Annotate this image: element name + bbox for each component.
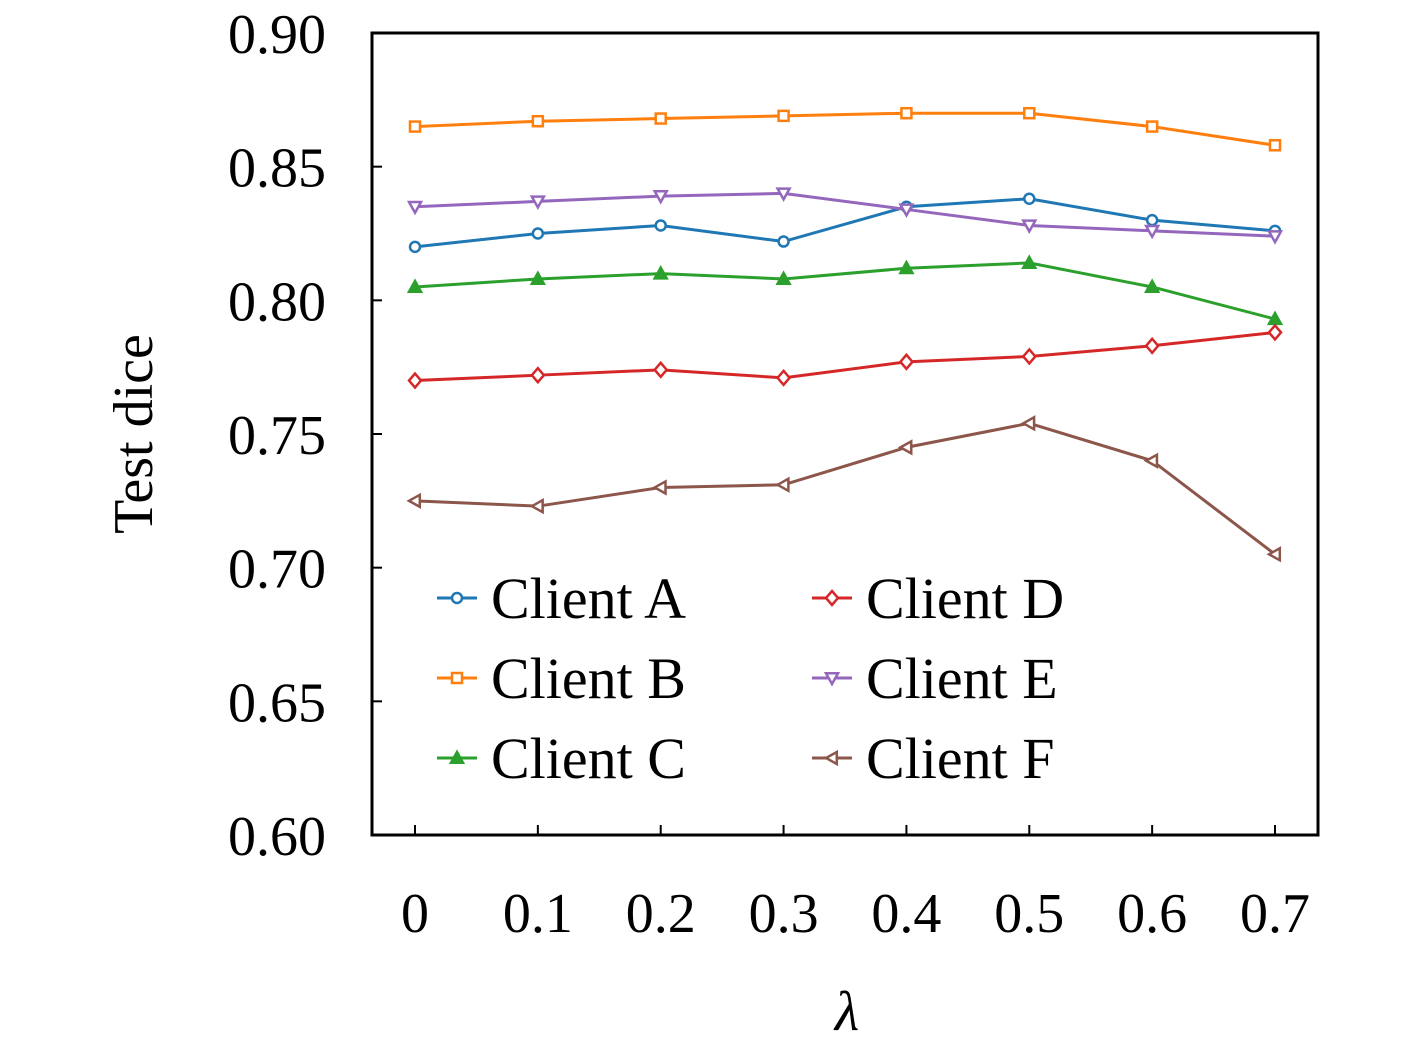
series-line-client-d xyxy=(414,330,1276,383)
x-tick-label: 0.2 xyxy=(626,883,696,945)
series-client-e xyxy=(406,187,1284,245)
y-tick-label: 0.60 xyxy=(228,806,326,868)
series-line-client-c xyxy=(414,261,1276,321)
data-point-client-e xyxy=(1021,219,1038,235)
data-point-client-e xyxy=(406,200,424,216)
data-point-client-d xyxy=(1144,336,1160,355)
legend-label: Client B xyxy=(491,646,686,711)
data-point-client-e xyxy=(775,187,792,202)
data-point-client-b xyxy=(1268,139,1282,152)
data-point-client-f xyxy=(1143,452,1159,469)
x-tick-label: 0 xyxy=(401,883,429,945)
plot-frame xyxy=(370,31,1320,837)
data-point-client-d xyxy=(530,366,546,385)
data-point-client-f xyxy=(897,439,913,456)
data-point-client-f xyxy=(406,492,422,509)
x-tick-label: 0.3 xyxy=(749,883,819,945)
y-axis-label: Test dice xyxy=(103,334,165,534)
data-point-client-f xyxy=(1266,546,1282,563)
data-point-client-c xyxy=(898,259,915,275)
legend-marker xyxy=(450,591,464,605)
series-client-d xyxy=(407,323,1283,390)
legend-marker xyxy=(824,589,840,607)
legend-item: Client B xyxy=(437,646,686,711)
legend-item: Client C xyxy=(437,726,686,791)
series-client-b xyxy=(408,106,1282,152)
legend-label: Client E xyxy=(866,646,1058,711)
y-tick-label: 0.70 xyxy=(228,539,326,601)
data-point-client-d xyxy=(407,371,423,390)
data-point-client-d xyxy=(1267,323,1283,342)
x-tick-label: 0.5 xyxy=(994,883,1064,945)
x-tick-label: 0.7 xyxy=(1240,883,1310,945)
data-point-client-c xyxy=(406,278,424,294)
data-point-client-c xyxy=(775,270,792,285)
data-point-client-c xyxy=(652,265,669,280)
legend-marker xyxy=(823,749,839,767)
legend-label: Client F xyxy=(866,726,1055,791)
series-line-client-b xyxy=(414,111,1276,147)
legend-label: Client A xyxy=(491,566,686,631)
y-tick-label: 0.75 xyxy=(228,405,326,467)
x-tick-label: 0.4 xyxy=(871,883,941,945)
series-line-client-f xyxy=(414,421,1276,556)
data-point-client-f xyxy=(1020,415,1036,432)
y-tick-label: 0.80 xyxy=(228,271,326,333)
legend-marker xyxy=(448,749,466,765)
data-point-client-e xyxy=(652,190,669,205)
data-point-client-e xyxy=(898,203,915,219)
data-point-client-f xyxy=(774,476,790,493)
data-point-client-d xyxy=(1021,347,1037,366)
legend-label: Client C xyxy=(491,726,686,791)
data-point-client-a xyxy=(654,219,667,232)
series-line-client-a xyxy=(414,197,1276,249)
data-point-client-e xyxy=(529,195,546,210)
data-point-client-d xyxy=(775,368,792,387)
data-point-client-b xyxy=(1145,120,1159,133)
legend-marker xyxy=(450,671,464,685)
data-point-client-c xyxy=(529,270,546,285)
data-point-client-f xyxy=(652,479,667,496)
data-point-client-b xyxy=(408,120,422,133)
legend-item: Client D xyxy=(812,566,1064,631)
data-point-client-b xyxy=(531,114,545,128)
x-axis-label: λ xyxy=(833,981,859,1043)
y-tick-label: 0.85 xyxy=(228,138,326,200)
data-point-client-c xyxy=(1021,254,1038,269)
x-tick-label: 0.6 xyxy=(1117,883,1187,945)
data-point-client-a xyxy=(531,227,545,240)
data-point-client-b xyxy=(777,109,790,123)
series-client-c xyxy=(406,254,1284,326)
data-point-client-e xyxy=(1144,224,1161,240)
data-point-client-d xyxy=(898,352,915,371)
legend-item: Client F xyxy=(812,726,1055,791)
data-point-client-a xyxy=(1145,213,1159,227)
data-point-client-f xyxy=(529,498,544,515)
series-line-client-e xyxy=(414,191,1276,238)
data-point-client-d xyxy=(653,360,669,379)
data-point-client-b xyxy=(900,106,913,120)
y-tick-label: 0.90 xyxy=(228,4,326,66)
legend-label: Client D xyxy=(866,566,1064,631)
data-point-client-c xyxy=(1144,278,1161,294)
data-point-client-a xyxy=(777,235,790,248)
legend-item: Client E xyxy=(812,646,1058,711)
data-point-client-c xyxy=(1266,310,1284,326)
series-client-f xyxy=(406,415,1282,563)
y-tick-label: 0.65 xyxy=(228,672,326,734)
legend-marker xyxy=(823,671,841,687)
x-tick-label: 0.1 xyxy=(503,883,573,945)
legend-item: Client A xyxy=(437,566,686,631)
data-point-client-a xyxy=(1023,192,1036,205)
data-point-client-b xyxy=(654,112,667,125)
data-point-client-e xyxy=(1266,230,1284,245)
data-point-client-b xyxy=(1023,106,1036,120)
data-point-client-a xyxy=(408,240,422,254)
